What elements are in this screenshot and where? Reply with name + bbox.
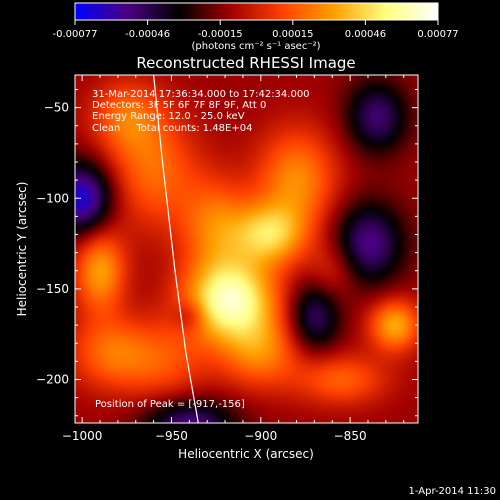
x-axis-label: Heliocentric X (arcsec) xyxy=(178,447,314,461)
colorbar-tick-label: -0.00077 xyxy=(53,29,98,40)
y-axis-label: Heliocentric Y (arcsec) xyxy=(15,182,29,317)
colorbar-ticks: -0.00077 -0.00046 -0.00015 0.00015 0.00046 0.… xyxy=(53,20,459,40)
annotation-clean-counts: Clean Total counts: 1.48E+04 xyxy=(92,123,252,134)
peak-position-label: Position of Peak = [-917,-156] xyxy=(95,399,245,410)
x-tick-label: −850 xyxy=(334,429,367,443)
plot-frame xyxy=(74,74,419,424)
x-tick-label: −900 xyxy=(244,429,277,443)
annotation-detectors: Detectors: 3F 5F 6F 7F 8F 9F, Att 0 xyxy=(92,100,266,111)
limb-curve xyxy=(153,75,199,423)
colorbar-unit-label: (photons cm⁻² s⁻¹ asec⁻²) xyxy=(191,41,320,52)
annotation-energy-range: Energy Range: 12.0 - 25.0 keV xyxy=(92,111,245,122)
chart-title: Reconstructed RHESSI Image xyxy=(136,54,355,72)
y-tick-label: −150 xyxy=(36,282,69,296)
colorbar-tick-label: 0.00015 xyxy=(272,29,313,40)
colorbar-tick-label: 0.00077 xyxy=(417,29,458,40)
annotation-time-range: 31-Mar-2014 17:36:34.000 to 17:42:34.000 xyxy=(92,89,310,100)
y-tick-label: −200 xyxy=(36,373,69,387)
y-tick-label: −50 xyxy=(44,101,69,115)
x-tick-label: −1000 xyxy=(62,429,103,443)
y-tick-label: −100 xyxy=(36,191,69,205)
colorbar xyxy=(74,2,439,21)
colorbar-tick-label: -0.00046 xyxy=(125,29,170,40)
plot-timestamp: 1-Apr-2014 11:30 xyxy=(409,486,496,497)
colorbar-tick-label: -0.00015 xyxy=(198,29,243,40)
x-tick-label: −950 xyxy=(155,429,188,443)
heatmap-image xyxy=(75,75,418,423)
x-axis: −1000 −950 −900 −850 xyxy=(62,75,405,443)
colorbar-tick-label: 0.00046 xyxy=(345,29,386,40)
y-axis: −200 −150 −100 −50 xyxy=(36,89,418,417)
